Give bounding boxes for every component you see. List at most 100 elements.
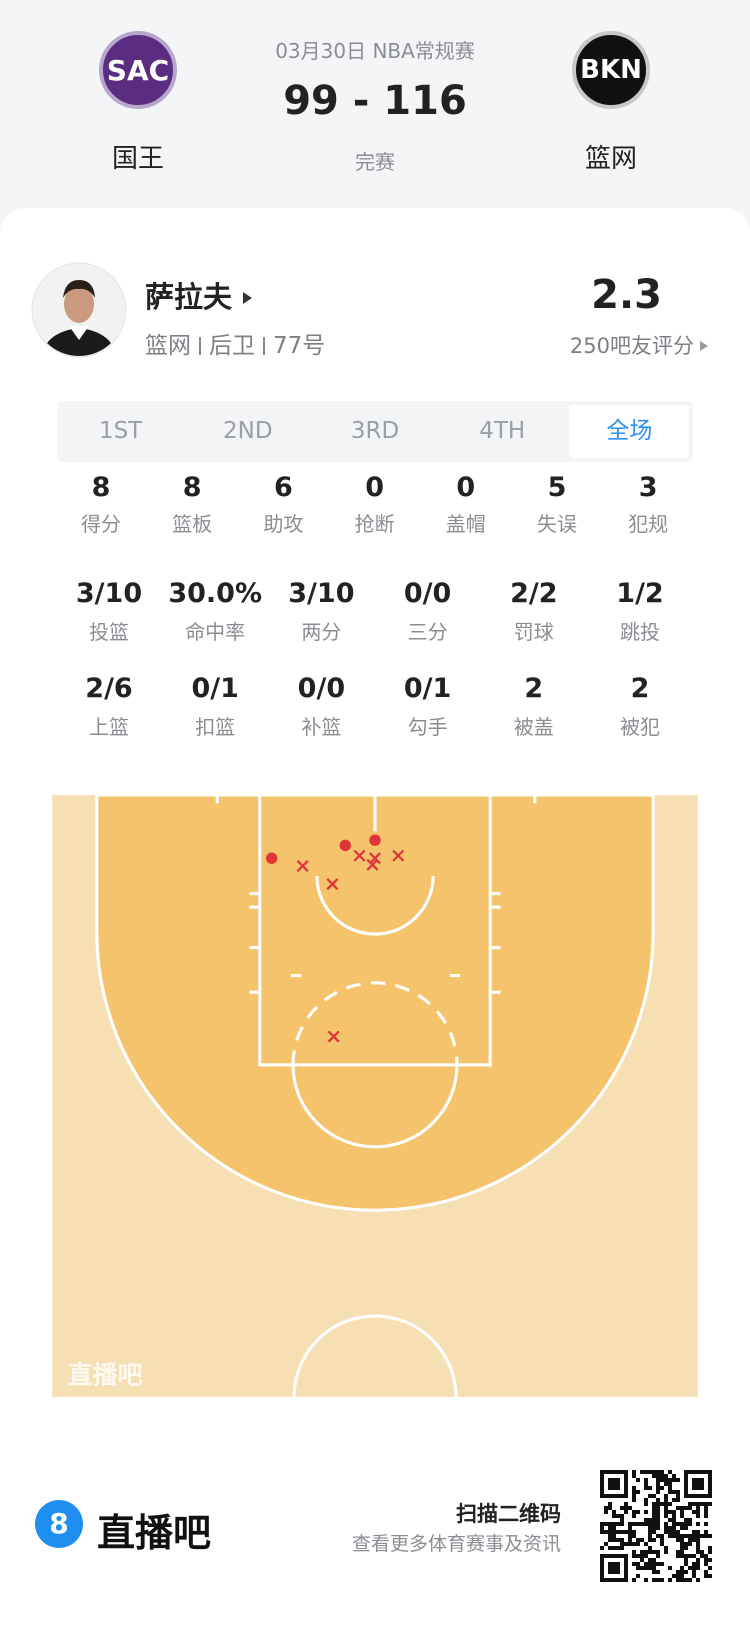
period-tab[interactable]: 1ST — [98, 418, 143, 444]
qr-module — [704, 1562, 708, 1566]
qr-code — [600, 1470, 712, 1582]
qr-module — [668, 1510, 672, 1514]
qr-module — [616, 1522, 620, 1526]
period-tab[interactable]: 2ND — [223, 418, 273, 444]
qr-module — [608, 1526, 612, 1530]
qr-module — [688, 1566, 692, 1570]
qr-module — [684, 1546, 688, 1550]
stat-value: 2 — [630, 673, 650, 704]
qr-module — [664, 1510, 668, 1514]
qr-module — [696, 1558, 700, 1562]
player-rating: 2.3 — [591, 272, 662, 318]
qr-module — [672, 1474, 676, 1478]
missed-shot — [392, 849, 405, 862]
qr-module — [676, 1522, 680, 1526]
qr-module — [636, 1538, 640, 1542]
stat-value: 6 — [273, 472, 293, 503]
qr-module — [648, 1518, 652, 1522]
qr-module — [644, 1486, 648, 1490]
qr-module — [660, 1562, 664, 1566]
qr-module — [668, 1478, 672, 1482]
rating-link[interactable]: 250吧友评分 — [570, 330, 710, 360]
score: 99 - 116 — [283, 78, 467, 124]
qr-module — [648, 1526, 652, 1530]
qr-module — [696, 1502, 700, 1506]
player-avatar[interactable] — [31, 262, 127, 358]
qr-module — [612, 1534, 616, 1538]
qr-module — [708, 1566, 712, 1570]
qr-module — [692, 1566, 696, 1570]
stat-label: 三分 — [407, 620, 448, 644]
missed-shot — [366, 858, 379, 871]
qr-module — [672, 1510, 676, 1514]
qr-module — [708, 1546, 712, 1550]
stat-value: 3/10 — [288, 578, 355, 609]
qr-module — [652, 1562, 656, 1566]
qr-module — [656, 1470, 660, 1474]
stat-value: 2/2 — [510, 578, 558, 609]
qr-module — [640, 1566, 644, 1570]
qr-module — [660, 1542, 664, 1546]
period-tab[interactable]: 4TH — [479, 418, 526, 444]
brand-icon-text: 8 — [49, 1507, 68, 1540]
period-tab[interactable]: 全场 — [569, 405, 690, 458]
qr-module — [604, 1522, 608, 1526]
qr-module — [688, 1502, 692, 1506]
qr-module — [652, 1502, 656, 1506]
qr-module — [696, 1562, 700, 1566]
qr-module — [624, 1530, 628, 1534]
stat-value: 0 — [456, 472, 476, 503]
qr-module — [632, 1550, 636, 1554]
player-name[interactable]: 萨拉夫 — [145, 274, 256, 316]
home-logo: SAC — [99, 31, 177, 109]
qr-module — [664, 1546, 668, 1550]
qr-module — [632, 1514, 636, 1518]
qr-module — [644, 1470, 648, 1474]
qr-module — [684, 1578, 688, 1582]
brand-icon: 8 — [35, 1500, 83, 1548]
qr-module — [680, 1514, 684, 1518]
qr-module — [704, 1514, 708, 1518]
qr-module — [656, 1526, 660, 1530]
qr-module — [652, 1474, 656, 1478]
qr-module — [656, 1490, 660, 1494]
qr-module — [704, 1530, 708, 1534]
qr-module — [636, 1490, 640, 1494]
qr-module — [644, 1550, 648, 1554]
missed-shot — [327, 1030, 340, 1043]
stat-value: 30.0% — [168, 578, 263, 609]
qr-module — [644, 1502, 648, 1506]
qr-module — [696, 1534, 700, 1538]
qr-module — [696, 1550, 700, 1554]
qr-module — [676, 1578, 680, 1582]
qr-module — [612, 1522, 616, 1526]
qr-module — [624, 1502, 628, 1506]
period-tab[interactable]: 3RD — [350, 418, 400, 444]
missed-shot — [326, 878, 339, 891]
qr-module — [612, 1526, 616, 1530]
rating-label: 250吧友评分 — [569, 334, 694, 358]
qr-module — [688, 1542, 692, 1546]
qr-module — [684, 1534, 688, 1538]
qr-module — [632, 1534, 636, 1538]
made-shot — [339, 839, 352, 852]
qr-module — [640, 1522, 644, 1526]
qr-module — [632, 1470, 636, 1474]
qr-module — [700, 1502, 704, 1506]
qr-module — [632, 1510, 636, 1514]
qr-module — [648, 1530, 652, 1534]
stat-value: 5 — [547, 472, 567, 503]
qr-module — [656, 1514, 660, 1518]
qr-module — [632, 1486, 636, 1490]
qr-module — [656, 1570, 660, 1574]
qr-module — [628, 1530, 632, 1534]
qr-module — [652, 1578, 656, 1582]
qr-module — [672, 1498, 676, 1502]
qr-module — [608, 1522, 612, 1526]
qr-module — [660, 1470, 664, 1474]
qr-module — [668, 1534, 672, 1538]
shot-chart: 直播吧 — [52, 795, 698, 1397]
qr-module — [636, 1554, 640, 1558]
qr-module — [696, 1538, 700, 1542]
